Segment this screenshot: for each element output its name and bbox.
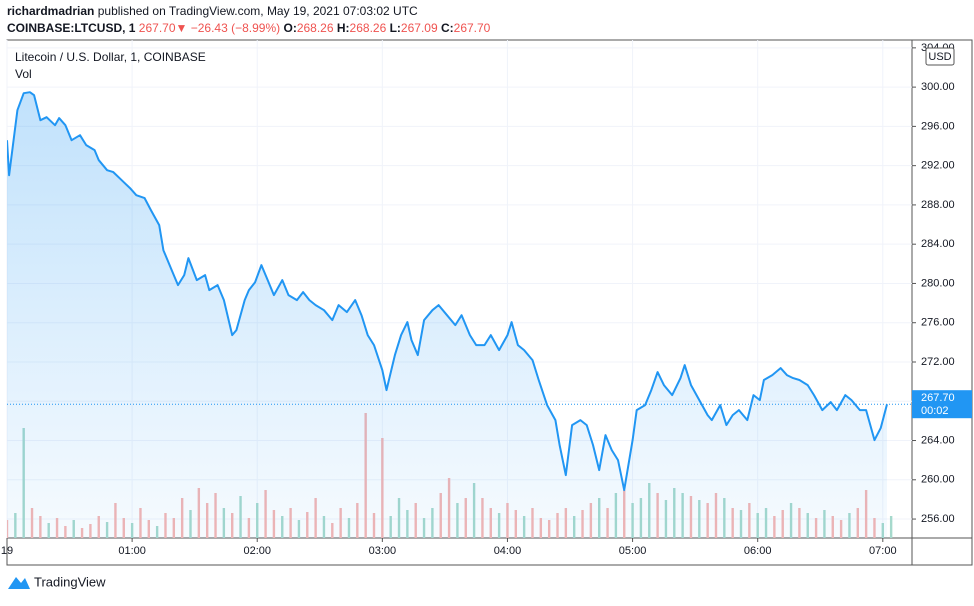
currency: USD: [928, 51, 951, 63]
x-tick-label: 05:00: [619, 545, 647, 557]
x-tick-label: 06:00: [744, 545, 772, 557]
y-tick-label: 296.00: [921, 120, 955, 132]
last-price-box: [912, 390, 972, 419]
y-tick-label: 288.00: [921, 199, 955, 211]
brand: TradingView: [34, 574, 106, 589]
axes: 256.00260.00264.00268.00272.00276.00280.…: [1, 42, 972, 557]
arrow: ▼: [175, 21, 188, 35]
ohlc-key: C:: [440, 21, 454, 35]
y-tick-label: 260.00: [921, 474, 955, 486]
last-price: 267.70: [138, 21, 176, 35]
y-tick-label: 280.00: [921, 277, 955, 289]
last-price-label: 267.70: [921, 392, 955, 404]
volume-bar: [889, 516, 893, 538]
y-tick-label: 256.00: [921, 513, 955, 525]
x-tick-label: 19: [1, 545, 13, 557]
y-tick-label: 292.00: [921, 160, 955, 172]
ohlc-value: 267.70: [453, 21, 491, 35]
ohlc-value: 268.26: [349, 21, 387, 35]
change: −26.43 (−8.99%): [190, 21, 281, 35]
header: richardmadrian published on TradingView.…: [7, 3, 490, 37]
x-tick-label: 03:00: [369, 545, 397, 557]
x-tick-label: 04:00: [494, 545, 522, 557]
plot: [7, 91, 912, 538]
quote-line: COINBASE:LTCUSD, 1 267.70▼ −26.43 (−8.99…: [7, 20, 490, 37]
x-tick-label: 07:00: [869, 545, 897, 557]
published: published on TradingView.com, May 19, 20…: [97, 4, 418, 18]
ohlc-value: 268.26: [296, 21, 334, 35]
symbol: COINBASE:LTCUSD, 1: [7, 21, 136, 35]
ohlc-key: H:: [336, 21, 350, 35]
countdown: 00:02: [921, 405, 949, 417]
volume-label: Vol: [15, 67, 32, 81]
legend: Litecoin / U.S. Dollar, 1, COINBASE: [15, 50, 206, 64]
y-tick-label: 276.00: [921, 317, 955, 329]
author: richardmadrian: [7, 4, 95, 18]
x-tick-label: 02:00: [243, 545, 271, 557]
y-tick-label: 300.00: [921, 81, 955, 93]
logo: [8, 577, 30, 589]
x-tick-label: 01:00: [118, 545, 146, 557]
y-tick-label: 284.00: [921, 238, 955, 250]
ohlc-value: 267.09: [400, 21, 438, 35]
area-fill: [7, 92, 887, 538]
y-tick-label: 264.00: [921, 434, 955, 446]
currency-box: [925, 47, 955, 66]
ohlc-key: O:: [283, 21, 297, 35]
price-line: [7, 91, 888, 492]
author-line: richardmadrian published on TradingView.…: [7, 3, 490, 20]
ohlc-key: L:: [389, 21, 401, 35]
y-tick-label: 272.00: [921, 356, 955, 368]
